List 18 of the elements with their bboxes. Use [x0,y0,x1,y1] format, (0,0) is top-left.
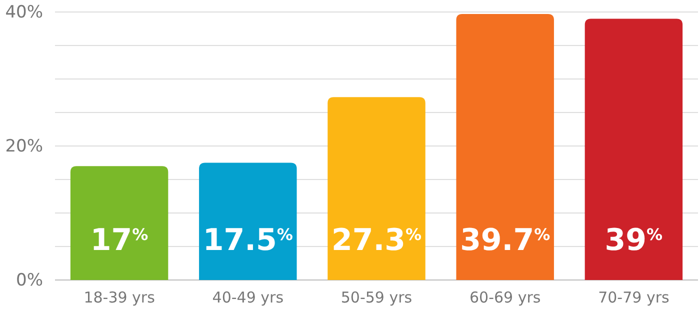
bar [199,162,297,280]
data-label: 39.7$^{%}$ [460,223,550,258]
data-label: 39$^{%}$ [604,223,663,258]
bar [328,97,426,280]
bar [584,18,683,280]
bar [70,166,168,280]
data-label: 17.5$^{%}$ [202,223,293,258]
data-label: 27.3$^{%}$ [331,223,422,258]
x-tick-label: 60-69 yrs [469,288,541,307]
y-tick-label: 40% [5,2,43,22]
data-label: 17$^{%}$ [90,223,148,258]
x-tick-label: 70-79 yrs [598,288,670,307]
bar [456,14,554,280]
x-tick-label: 40-49 yrs [212,288,284,307]
y-tick-label: 20% [5,136,43,156]
x-tick-label: 50-59 yrs [340,288,412,307]
x-tick-label: 18-39 yrs [84,288,156,307]
y-tick-label: 0% [16,270,43,290]
